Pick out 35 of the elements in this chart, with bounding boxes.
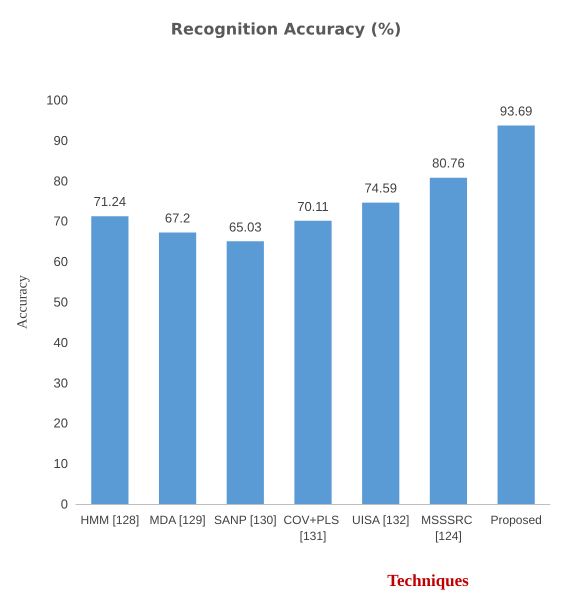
data-label: 80.76: [432, 156, 465, 171]
y-tick-label: 0: [60, 496, 68, 512]
data-label: 71.24: [94, 194, 126, 210]
bar: [362, 202, 400, 504]
x-axis-title: Techniques: [387, 571, 470, 590]
bar: [430, 178, 468, 504]
y-tick-label: 20: [54, 416, 68, 431]
y-tick-label: 80: [54, 173, 68, 188]
y-tick-label: 90: [54, 132, 68, 148]
data-label: 70.11: [297, 198, 329, 214]
x-tick-label: SANP [130]: [214, 513, 277, 527]
y-tick-label: 30: [54, 375, 68, 390]
y-tick-label: 40: [54, 334, 68, 350]
data-label: 65.03: [229, 219, 262, 234]
bar: [294, 220, 332, 504]
bar: [91, 216, 128, 504]
y-tick-label: 70: [54, 214, 68, 229]
bar: [498, 125, 535, 504]
data-label: 93.69: [500, 103, 532, 118]
bar: [226, 241, 264, 504]
x-tick-label: COV+PLS [131]: [283, 513, 343, 543]
bar: [158, 232, 196, 504]
x-tick-label: MDA [129]: [150, 513, 206, 527]
y-axis-title: Accuracy: [16, 275, 30, 329]
x-tick-label: HMM [128]: [80, 513, 140, 527]
data-label: 74.59: [364, 180, 397, 196]
y-tick-label: 10: [54, 456, 68, 472]
y-tick-label: 50: [54, 294, 68, 310]
x-tick-label: UISA [132]: [352, 513, 410, 527]
chart-title: Recognition Accuracy (%): [170, 20, 402, 38]
x-tick-label: MSSSRC [124]: [421, 513, 476, 543]
data-label: 67.2: [164, 210, 190, 226]
y-tick-label: 60: [54, 254, 68, 270]
x-tick-label: Proposed: [490, 513, 542, 527]
y-tick-label: 100: [46, 92, 68, 108]
